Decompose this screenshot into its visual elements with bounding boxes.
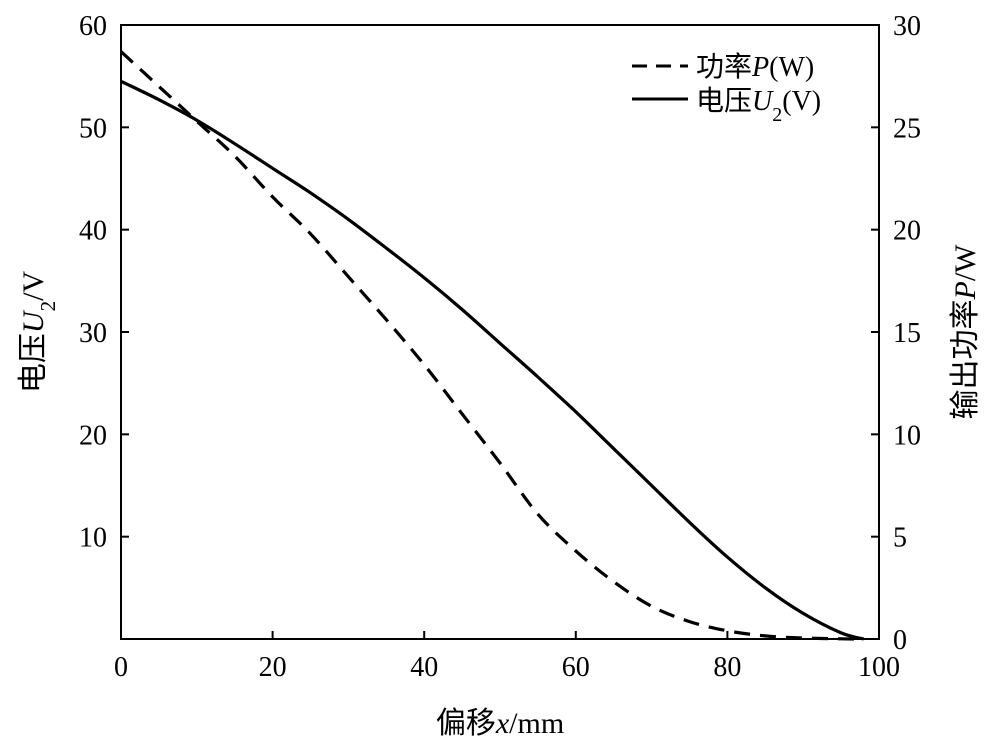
right-y-tick-label: 10 [893,420,921,451]
left-y-tick-label: 20 [79,420,107,451]
x-axis-title-variable: x [495,707,510,740]
right-y-axis-title-variable: P [949,281,982,300]
x-tick-label: 60 [562,652,590,683]
left-y-axis-title-variable: U [17,309,50,333]
voltage-series-line [120,79,865,641]
right-y-axis-ticks: 0 5 10 15 20 25 30 [871,11,921,656]
x-tick-label: 0 [114,652,128,683]
right-y-tick-label: 5 [893,523,907,554]
left-y-tick-label: 50 [79,113,107,144]
right-y-axis-title-unit: /W [949,244,982,281]
legend-label-power-text: 功率 [696,51,752,83]
right-y-axis-title: 输出功率P/W [949,244,982,420]
legend-label-voltage: 电压U2(V) [696,85,821,126]
legend-label-power-variable: P [751,52,769,83]
left-y-tick-label: 40 [79,216,107,247]
right-y-tick-label: 25 [893,113,921,144]
x-axis-ticks: 0 20 40 60 80 100 [114,631,900,683]
legend: 功率P(W) 电压U2(V) [632,51,821,126]
x-tick-label: 40 [410,652,438,683]
right-y-tick-label: 15 [893,318,921,349]
legend-label-power-unit: (W) [769,52,814,83]
left-y-axis-title-text: 电压 [17,333,50,393]
series-lines [119,50,865,641]
left-y-axis-title-subscript: 2 [36,301,60,312]
legend-label-voltage-subscript: 2 [772,104,782,126]
x-tick-label: 20 [259,652,287,683]
x-axis-title: 偏移x/mm [436,707,564,740]
legend-label-voltage-text: 电压 [696,85,752,117]
power-series-line [119,50,864,641]
right-y-tick-label: 20 [893,216,921,247]
legend-label-voltage-unit: (V) [782,86,821,117]
left-y-tick-label: 10 [79,523,107,554]
legend-label-voltage-variable: U [752,86,774,117]
left-y-axis-title-unit: /V [17,271,50,301]
x-tick-label: 80 [713,652,741,683]
x-axis-title-text: 偏移 [436,707,496,740]
left-y-tick-label: 60 [79,11,107,42]
right-y-tick-label: 0 [893,625,907,656]
legend-label-power: 功率P(W) [696,51,814,83]
left-y-axis-ticks: 10 20 30 40 50 60 [79,11,129,554]
left-y-tick-label: 30 [79,318,107,349]
x-axis-title-unit: /mm [509,707,564,740]
plot-frame [120,24,880,640]
right-y-axis-title-text: 输出功率 [949,299,982,419]
left-y-axis-title: 电压U2/V [17,271,60,394]
right-y-tick-label: 30 [893,11,921,42]
x-tick-label: 100 [858,652,900,683]
